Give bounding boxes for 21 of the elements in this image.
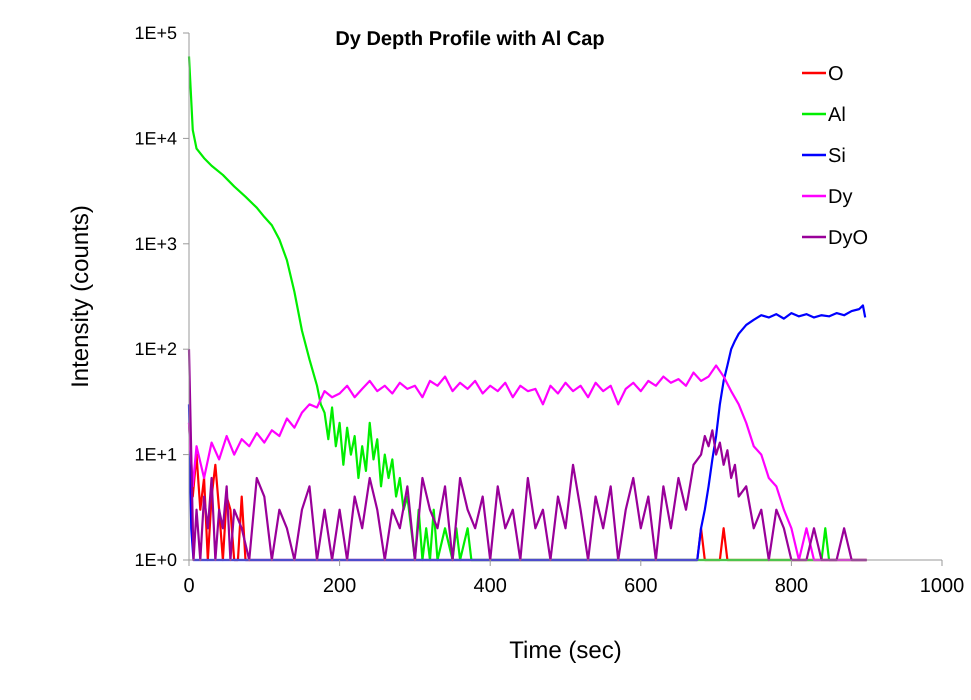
legend-label: Dy — [828, 186, 852, 208]
y-tick-label: 1E+2 — [134, 339, 177, 360]
y-tick-label: 1E+3 — [134, 234, 177, 254]
x-tick-label: 400 — [474, 575, 507, 597]
line-series — [188, 304, 866, 562]
x-tick-label: 600 — [624, 575, 658, 597]
legend-label: DyO — [828, 227, 868, 249]
y-tick-label: 1E+1 — [134, 444, 177, 465]
legend-label: O — [828, 63, 844, 85]
y-tick-label: 1E+4 — [134, 128, 177, 148]
x-tick-label: 0 — [183, 575, 195, 597]
y-tick-label: 1E+5 — [134, 23, 177, 43]
x-tick-label: 200 — [322, 575, 356, 597]
legend-label: Si — [828, 145, 846, 167]
x-tick-label: 1000 — [920, 575, 964, 597]
y-axis-title: Intensity (counts) — [67, 205, 94, 388]
legend-label: Al — [828, 104, 846, 126]
x-axis-title: Time (sec) — [509, 637, 622, 664]
y-tick-label: 1E+0 — [134, 550, 177, 570]
chart-title: Dy Depth Profile with Al Cap — [335, 28, 605, 50]
x-tick-label: 800 — [774, 575, 808, 597]
